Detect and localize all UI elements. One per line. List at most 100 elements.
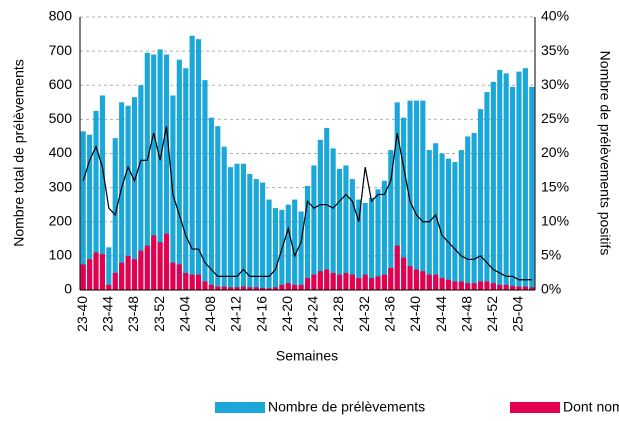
bar (336, 168, 343, 290)
bar (151, 235, 157, 290)
bar (163, 54, 170, 290)
legend-swatch (510, 402, 560, 413)
y2-tick-label: 35% (541, 42, 569, 58)
x-tick-label: 24-04 (176, 296, 192, 332)
bar (99, 95, 105, 290)
x-tick-label: 24-32 (356, 296, 372, 332)
bar (381, 180, 387, 290)
bar (477, 281, 484, 290)
bar (304, 185, 311, 290)
x-tick-label: 24-20 (279, 296, 295, 332)
bar (119, 262, 125, 290)
y-tick-label: 600 (49, 76, 73, 92)
bar (445, 158, 452, 290)
bar (298, 284, 304, 290)
bar (401, 117, 407, 290)
bar (311, 165, 317, 290)
y2-tick-label: 40% (541, 8, 569, 24)
x-tick-label: 24-28 (330, 296, 346, 332)
y-tick-label: 700 (49, 42, 73, 58)
bar (458, 150, 464, 290)
x-tick-label: 24-16 (253, 296, 269, 332)
bar (349, 274, 355, 290)
bar (445, 279, 452, 290)
bar (394, 102, 400, 290)
bar (93, 110, 99, 290)
bar (522, 68, 528, 290)
bar (471, 133, 477, 290)
bar (516, 71, 522, 290)
bar (247, 287, 253, 290)
bar (439, 278, 445, 290)
x-tick-label: 24-52 (484, 296, 500, 332)
bar (106, 247, 112, 290)
bar (195, 274, 202, 290)
bar (106, 284, 112, 290)
bar (330, 148, 336, 290)
bar (388, 267, 394, 290)
bar (221, 286, 227, 290)
x-tick-label: 23-52 (151, 296, 167, 332)
bar (471, 283, 477, 290)
bar (510, 86, 516, 290)
bar (362, 202, 368, 290)
bar (253, 179, 259, 290)
bar (266, 288, 272, 290)
x-tick-label: 24-08 (202, 296, 218, 332)
bar (503, 284, 509, 290)
bar (208, 284, 214, 290)
bar (170, 262, 176, 290)
bar (240, 163, 246, 290)
bar (285, 204, 291, 290)
y-tick-label: 0 (64, 281, 72, 297)
bar (189, 274, 195, 290)
y-tick-label: 200 (49, 212, 73, 228)
bar (183, 272, 189, 290)
y-tick-label: 800 (49, 8, 73, 24)
bar (144, 52, 150, 290)
bar (176, 264, 182, 290)
bar (234, 287, 240, 290)
bar (433, 274, 439, 290)
bar (240, 286, 246, 290)
bar (215, 286, 221, 290)
bar (221, 146, 227, 290)
bar (529, 287, 535, 290)
bar (426, 150, 432, 290)
bar (477, 109, 484, 290)
bar (234, 163, 240, 290)
bar (266, 199, 272, 290)
bar (465, 283, 471, 290)
bar (356, 199, 362, 290)
bar (356, 278, 362, 290)
x-tick-label: 24-36 (382, 296, 398, 332)
bar (125, 105, 131, 290)
legend-label: Dont nom (563, 399, 619, 415)
x-tick-label: 23-44 (100, 296, 116, 332)
bar (330, 272, 336, 290)
bar (317, 139, 323, 290)
bar (452, 281, 458, 290)
bar (138, 250, 144, 290)
bar (465, 136, 471, 290)
bar (426, 274, 432, 290)
bar (324, 127, 330, 290)
x-tick-label: 24-12 (228, 296, 244, 332)
y2-tick-label: 5% (541, 247, 561, 263)
bar (157, 49, 163, 291)
legend-swatch (215, 402, 265, 413)
bar (99, 254, 105, 290)
bar (529, 86, 535, 290)
bar (112, 272, 118, 290)
bar (260, 287, 266, 290)
bar (151, 54, 157, 290)
bar (247, 173, 253, 290)
bar (208, 117, 214, 290)
bar (131, 97, 138, 290)
bar (87, 134, 93, 290)
bar (401, 257, 407, 290)
bar (439, 153, 445, 290)
bar (189, 35, 195, 290)
bar (292, 284, 298, 290)
